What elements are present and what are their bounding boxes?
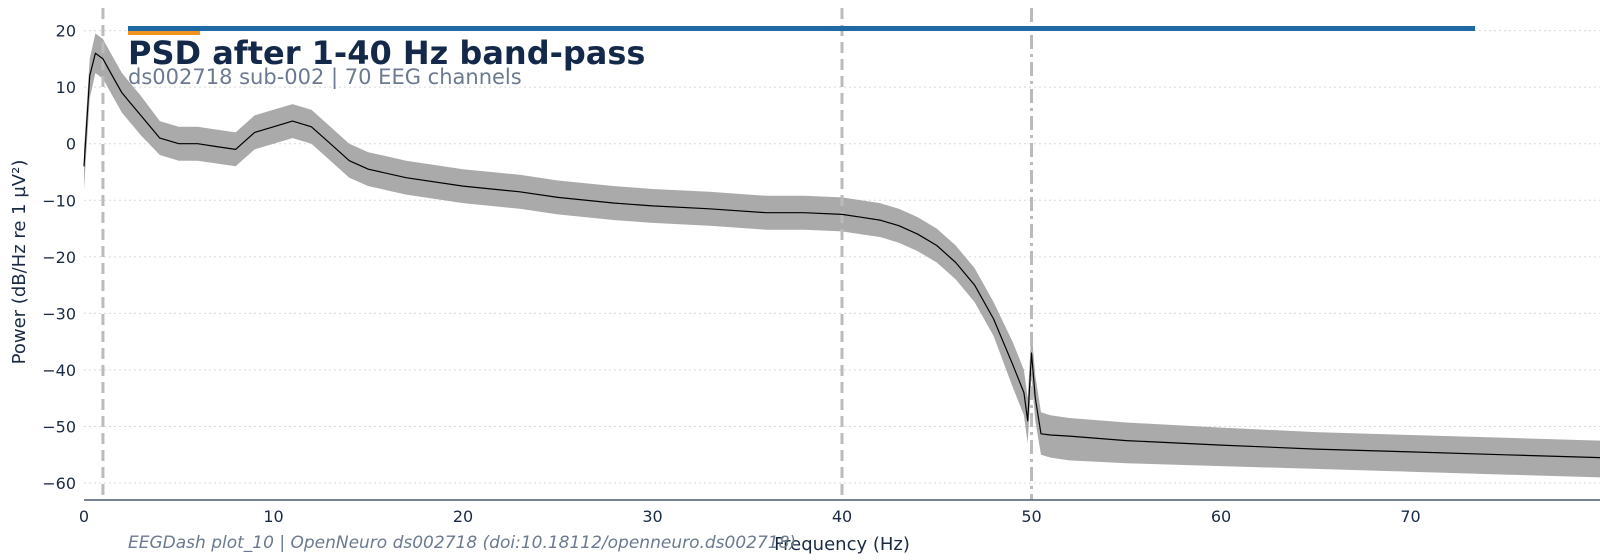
y-tick-label: −10 (42, 191, 76, 210)
y-tick-label: 20 (56, 22, 76, 41)
y-tick-label: −30 (42, 304, 76, 323)
y-tick-label: −20 (42, 248, 76, 267)
x-tick-label: 10 (263, 507, 283, 526)
x-tick-label: 0 (79, 507, 89, 526)
title-accent-bar (128, 26, 1475, 31)
footer-source: EEGDash plot_10 | OpenNeuro ds002718 (do… (128, 533, 796, 553)
vertical-marker-lines (101, 8, 1033, 500)
series-line-layer (83, 52, 1600, 459)
x-tick-labels: 0 10 20 30 40 50 60 70 (79, 507, 1421, 526)
y-tick-labels: 20 10 0 −10 −20 −30 −40 −50 −60 (42, 22, 76, 493)
mean-psd-line (83, 52, 1600, 459)
y-tick-label: −40 (42, 361, 76, 380)
chart-title: PSD after 1-40 Hz band-pass (128, 34, 645, 72)
x-tick-label: 20 (453, 507, 473, 526)
x-tick-label: 70 (1400, 507, 1420, 526)
x-tick-label: 50 (1021, 507, 1041, 526)
title-accent-highlight (128, 31, 200, 35)
chart-subtitle: ds002718 sub-002 | 70 EEG channels (128, 65, 522, 90)
x-axis-title: Frequency (Hz) (774, 534, 910, 555)
y-axis-title: Power (dB/Hz re 1 µV²) (9, 160, 30, 365)
chart-header: PSD after 1-40 Hz band-pass ds002718 sub… (128, 26, 1475, 90)
y-tick-label: −60 (42, 474, 76, 493)
y-tick-label: 10 (56, 78, 76, 97)
x-tick-label: 60 (1211, 507, 1231, 526)
x-tick-label: 40 (832, 507, 852, 526)
y-tick-label: 0 (66, 135, 76, 154)
y-tick-label: −50 (42, 417, 76, 436)
x-tick-label: 30 (642, 507, 662, 526)
